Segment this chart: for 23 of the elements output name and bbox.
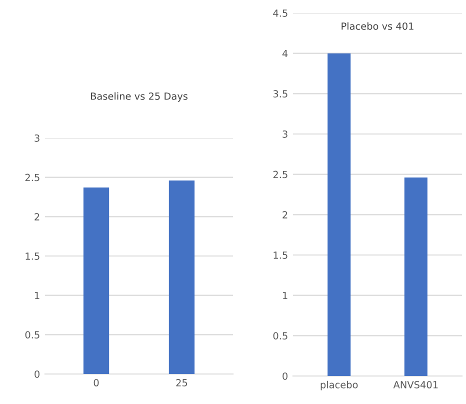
y-tick-label: 0 xyxy=(34,370,40,378)
y-tick-label: 1.5 xyxy=(274,252,288,259)
y-tick-label: 1 xyxy=(35,292,40,300)
y-tick-label: 4.5 xyxy=(273,10,288,17)
y-tick-label: 4 xyxy=(282,50,288,58)
y-tick-label: 2 xyxy=(282,211,288,218)
y-tick-label: 3 xyxy=(282,130,288,138)
y-tick-label: 0 xyxy=(282,372,288,380)
y-tick-label: 2 xyxy=(34,213,40,220)
y-tick-label: 0.5 xyxy=(25,331,40,338)
y-tick-label: 0.5 xyxy=(273,332,288,340)
x-tick-label: 25 xyxy=(176,379,188,386)
y-tick-label: 2.5 xyxy=(25,174,40,182)
x-tick-label: placebo xyxy=(320,380,358,390)
x-tick-label: 0 xyxy=(94,379,99,386)
y-tick-label: 1 xyxy=(283,292,288,300)
y-tick-label: 2.5 xyxy=(273,170,288,178)
y-tick-label: 3 xyxy=(34,134,40,142)
chart-title: Baseline vs 25 Days xyxy=(90,92,188,102)
y-tick-label: 1.5 xyxy=(26,252,40,260)
y-tick-label: 3.5 xyxy=(273,90,288,98)
text: Placebo vs 401 xyxy=(342,22,414,30)
x-tick-label: ANVS401 xyxy=(393,381,438,388)
